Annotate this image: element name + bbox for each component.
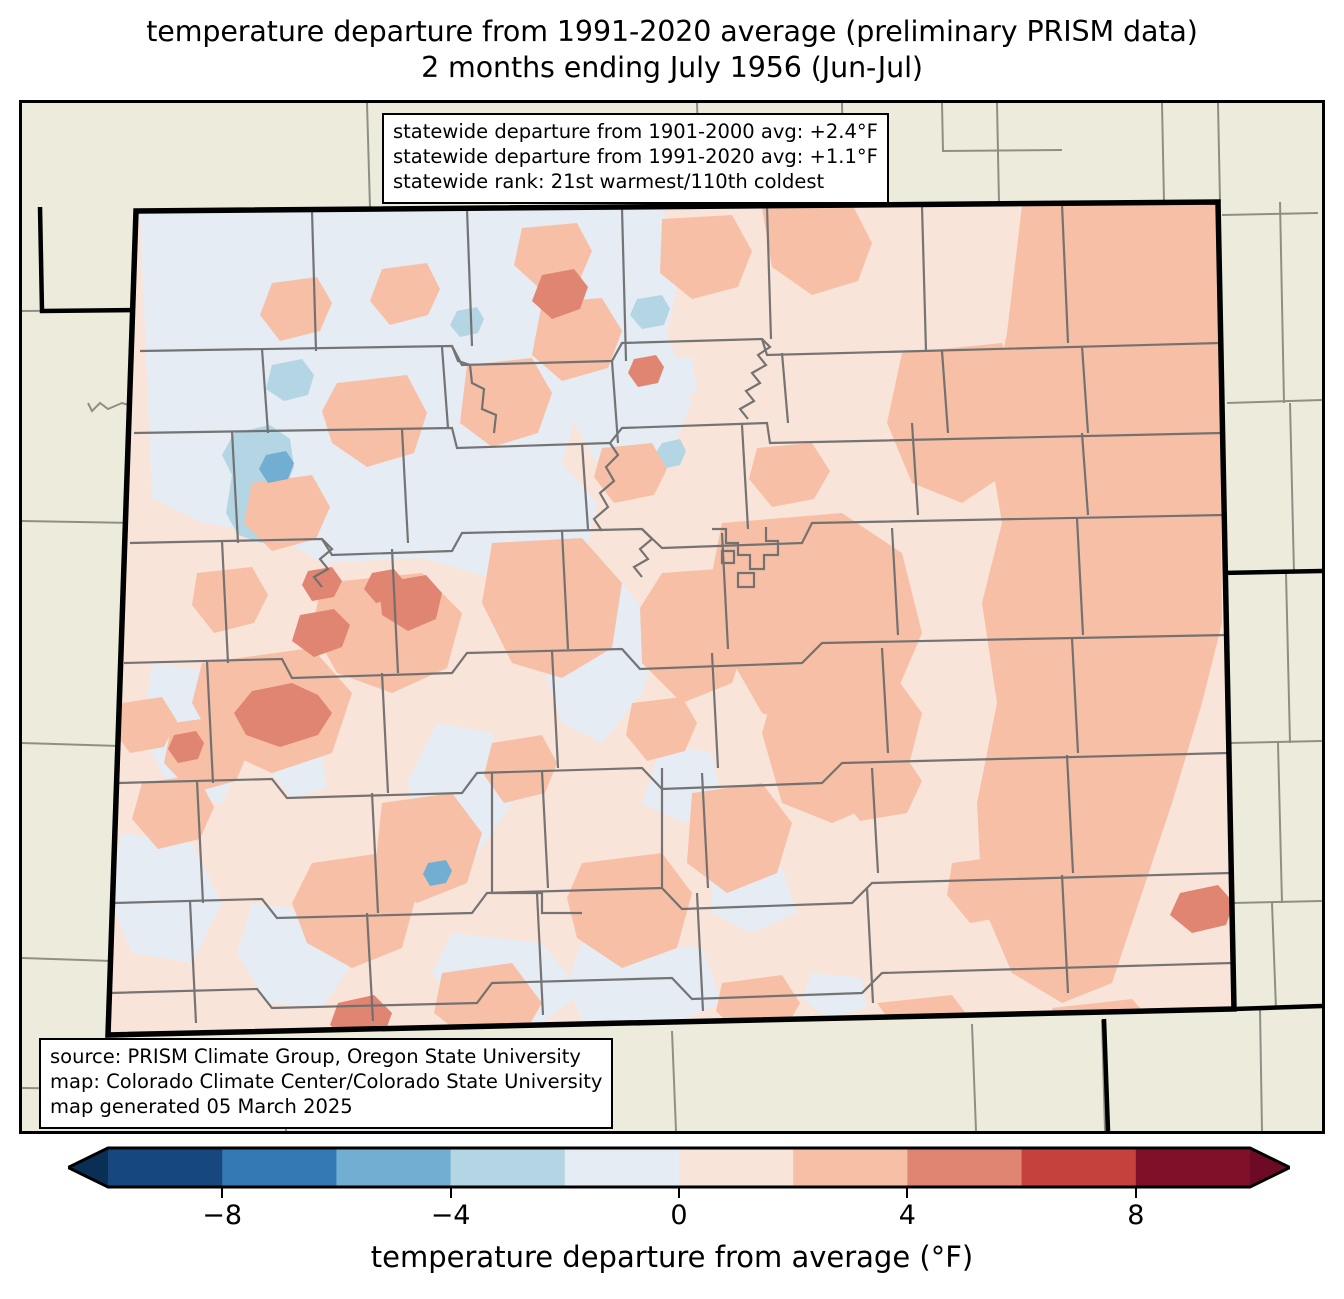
colorbar-tick-1: [449, 1187, 452, 1198]
source-credits-box: source: PRISM Climate Group, Oregon Stat…: [39, 1038, 614, 1129]
colorbar-segment-9[interactable]: [1135, 1148, 1251, 1187]
colorbar-tick-4: [1134, 1187, 1137, 1198]
colorado-state-outline: [105, 199, 1237, 1038]
colorbar-tick-label-4: 8: [1127, 1200, 1145, 1231]
title-line-2: 2 months ending July 1956 (Jun-Jul): [421, 51, 923, 85]
colorbar-tick-label-2: 0: [670, 1200, 688, 1231]
county-boundaries: [109, 203, 1233, 1024]
colorbar-outline: [68, 1146, 1290, 1189]
colorbar-tick-0: [221, 1187, 224, 1198]
colorbar-segment-2[interactable]: [336, 1148, 452, 1187]
colorbar-tick-label-3: 4: [898, 1200, 916, 1231]
stats-line-1: statewide departure from 1901-2000 avg: …: [393, 120, 878, 143]
colorbar-under-arrow: [68, 1148, 108, 1187]
colorbar-swatches: [68, 1146, 1290, 1189]
colorbar-tick-label-0: −8: [202, 1200, 243, 1231]
colorbar-segment-7[interactable]: [907, 1148, 1023, 1187]
colorbar-axis-label: temperature departure from average (°F): [370, 1240, 974, 1274]
temperature-departure-raster: [108, 202, 1234, 1035]
colorbar[interactable]: [68, 1146, 1290, 1189]
colorbar-segment-5[interactable]: [679, 1148, 794, 1187]
statewide-stats-box: statewide departure from 1901-2000 avg: …: [382, 113, 889, 204]
colorbar-segment-3[interactable]: [450, 1148, 566, 1187]
stats-line-2: statewide departure from 1991-2020 avg: …: [393, 144, 878, 168]
choropleth-map: [22, 103, 1322, 1131]
stats-line-3: statewide rank: 21st warmest/110th colde…: [393, 169, 825, 193]
source-line-2: map: Colorado Climate Center/Colorado St…: [50, 1069, 603, 1093]
figure-title: temperature departure from 1991-2020 ave…: [0, 14, 1344, 87]
colorbar-region: −8 −4 0 4 8: [0, 1140, 1344, 1299]
colorbar-segment-1[interactable]: [222, 1148, 337, 1187]
colorbar-segment-4[interactable]: [564, 1148, 680, 1187]
colorbar-tick-label-1: −4: [430, 1200, 471, 1231]
colorbar-segment-0[interactable]: [108, 1148, 223, 1187]
colorbar-segment-8[interactable]: [1021, 1148, 1137, 1187]
colorbar-segment-6[interactable]: [793, 1148, 908, 1187]
map-canvas: statewide departure from 1901-2000 avg: …: [22, 103, 1322, 1131]
colorbar-tick-2: [678, 1187, 680, 1198]
source-line-3: map generated 05 March 2025: [50, 1094, 353, 1118]
colorbar-over-arrow: [1250, 1148, 1290, 1187]
source-line-1: source: PRISM Climate Group, Oregon Stat…: [50, 1045, 581, 1068]
colorbar-tick-3: [906, 1187, 909, 1198]
title-line-1: temperature departure from 1991-2020 ave…: [146, 15, 1198, 48]
map-panel: statewide departure from 1901-2000 avg: …: [19, 100, 1325, 1134]
